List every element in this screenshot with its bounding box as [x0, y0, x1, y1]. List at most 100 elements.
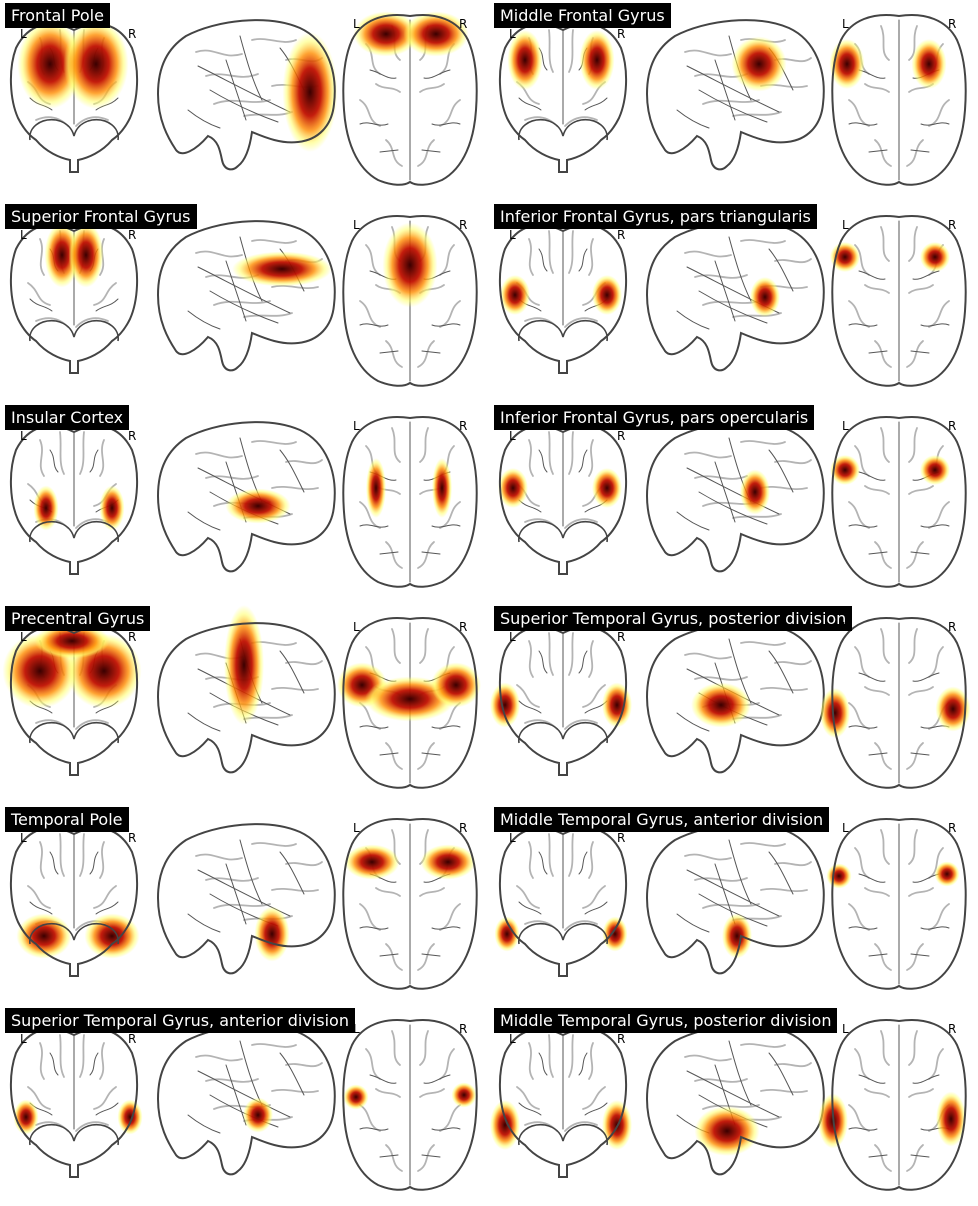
sagittal-view: [645, 220, 825, 372]
activation-blob: [936, 1091, 966, 1147]
panel-title: Middle Temporal Gyrus, anterior division: [494, 807, 830, 832]
activation-blob: [224, 605, 264, 725]
coronal-view: [498, 224, 628, 374]
activation-blob: [731, 36, 787, 92]
coronal-right-label: R: [128, 630, 137, 644]
coronal-view: [9, 1028, 143, 1178]
coronal-view: [9, 425, 139, 575]
axial-right-label: R: [948, 419, 957, 433]
activation-blob: [420, 844, 476, 880]
axial-left-label: L: [353, 620, 360, 634]
glass-brain-views: [9, 818, 478, 990]
axial-left-label: L: [353, 1022, 360, 1036]
sagittal-view: [156, 823, 336, 975]
activation-blob: [592, 275, 622, 315]
panel-title: Middle Frontal Gyrus: [494, 3, 671, 28]
coronal-view: [490, 626, 632, 776]
panel-title: Precentral Gyrus: [5, 606, 151, 631]
activation-blob: [353, 11, 419, 57]
activation-blob: [602, 916, 628, 952]
axial-right-label: R: [948, 17, 957, 31]
brain-panel-insula: Insular Cortex L R L R: [0, 402, 489, 603]
activation-blob: [99, 485, 125, 531]
activation-blob: [68, 222, 104, 288]
axial-left-label: L: [353, 419, 360, 433]
coronal-right-label: R: [128, 27, 137, 41]
activation-blob: [344, 844, 400, 880]
activation-blob: [935, 686, 971, 732]
activation-blob: [232, 251, 332, 287]
axial-view: [342, 11, 478, 186]
coronal-right-label: R: [617, 630, 626, 644]
glass-brain-views: [498, 416, 967, 588]
activation-blob: [490, 682, 520, 728]
axial-view: [337, 617, 481, 789]
axial-right-label: R: [948, 620, 957, 634]
axial-view: [342, 1019, 478, 1191]
brain-panel-middle-frontal: Middle Frontal Gyrus L R L R: [489, 0, 978, 201]
activation-blob: [934, 861, 960, 887]
coronal-view: [498, 23, 628, 173]
coronal-left-label: L: [509, 429, 516, 443]
glass-brain-views: [9, 1019, 478, 1191]
activation-blob: [498, 468, 528, 508]
axial-left-label: L: [842, 218, 849, 232]
coronal-view: [9, 827, 140, 977]
sagittal-view: [645, 1024, 825, 1176]
axial-right-label: R: [948, 1022, 957, 1036]
sagittal-view: [156, 605, 336, 774]
glass-brain-views: [9, 215, 478, 387]
activation-blob: [579, 30, 615, 90]
sagittal-view: [156, 220, 336, 372]
axial-left-label: L: [842, 17, 849, 31]
activation-blob: [17, 19, 83, 109]
glass-brain-views: [490, 617, 971, 789]
axial-right-label: R: [459, 419, 468, 433]
axial-left-label: L: [353, 17, 360, 31]
activation-blob: [243, 1097, 273, 1133]
coronal-right-label: R: [128, 429, 137, 443]
coronal-view: [498, 425, 628, 575]
coronal-left-label: L: [20, 831, 27, 845]
panel-title: Inferior Frontal Gyrus, pars triangulari…: [494, 204, 817, 229]
glass-brain-views: [498, 215, 967, 387]
axial-left-label: L: [842, 821, 849, 835]
glass-brain-views: [494, 818, 967, 990]
axial-right-label: R: [459, 1022, 468, 1036]
activation-blob: [920, 242, 950, 272]
panel-title: Insular Cortex: [5, 405, 130, 430]
coronal-right-label: R: [617, 27, 626, 41]
activation-blob: [722, 913, 752, 959]
coronal-view: [2, 623, 142, 776]
axial-view: [830, 215, 967, 387]
panel-title: Superior Temporal Gyrus, anterior divisi…: [5, 1008, 355, 1033]
axial-left-label: L: [842, 620, 849, 634]
activation-blob: [432, 458, 452, 518]
activation-blob: [34, 623, 110, 659]
activation-blob: [694, 1106, 760, 1156]
glass-brain-views: [498, 14, 967, 186]
axial-right-label: R: [459, 821, 468, 835]
axial-right-label: R: [459, 17, 468, 31]
axial-view: [342, 215, 478, 387]
sagittal-view: [156, 19, 338, 171]
coronal-left-label: L: [20, 1032, 27, 1046]
activation-blob: [84, 913, 140, 959]
sagittal-view: [645, 421, 825, 573]
sagittal-view: [645, 622, 825, 774]
glass-brain-views: [9, 416, 478, 588]
coronal-left-label: L: [509, 27, 516, 41]
axial-left-label: L: [842, 419, 849, 433]
brain-panel-frontal-pole: Frontal Pole L R L R: [0, 0, 489, 201]
brain-panel-mtg-posterior: Middle Temporal Gyrus, posterior divisio…: [489, 1005, 978, 1206]
axial-view: [820, 617, 971, 789]
panel-title: Superior Frontal Gyrus: [5, 204, 197, 229]
coronal-right-label: R: [617, 1032, 626, 1046]
axial-left-label: L: [353, 821, 360, 835]
activation-blob: [500, 275, 530, 315]
panel-title: Superior Temporal Gyrus, posterior divis…: [494, 606, 853, 631]
axial-right-label: R: [948, 821, 957, 835]
activation-blob: [691, 682, 751, 728]
coronal-left-label: L: [20, 429, 27, 443]
coronal-right-label: R: [617, 429, 626, 443]
